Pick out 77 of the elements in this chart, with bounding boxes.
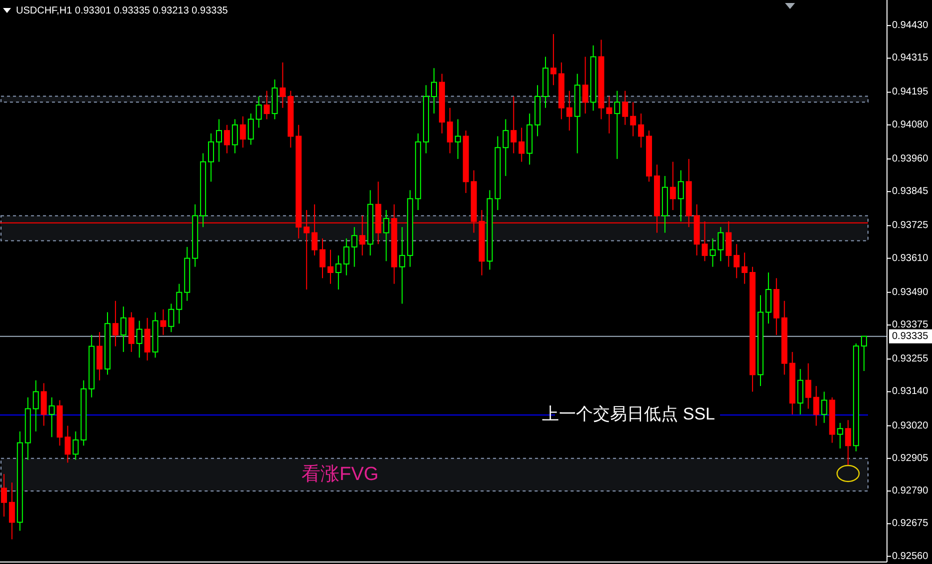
candlestick <box>837 422 844 449</box>
y-tick-label: 0.93020 <box>892 420 929 432</box>
y-tick-label: 0.93490 <box>892 286 929 298</box>
candlestick <box>710 238 716 268</box>
candlestick <box>510 96 517 154</box>
candlestick <box>64 425 71 464</box>
y-tick-label: 0.93845 <box>892 186 929 198</box>
candlestick <box>48 396 55 438</box>
candlestick <box>718 226 724 262</box>
candlestick <box>431 68 437 114</box>
candlestick <box>622 90 628 126</box>
candlestick <box>383 210 390 262</box>
candlestick <box>446 107 453 154</box>
y-tick-label: 0.93610 <box>892 252 929 264</box>
candlestick <box>606 96 612 134</box>
candlestick <box>845 420 852 466</box>
y-tick-label: 0.93140 <box>892 386 929 398</box>
candlestick <box>742 252 748 284</box>
candlestick <box>216 118 222 162</box>
band-label: 看涨FVG <box>301 464 379 486</box>
candlestick <box>502 118 509 176</box>
candlestick <box>160 308 166 336</box>
candlestick <box>224 124 230 154</box>
y-tick-label: 0.92675 <box>892 518 929 530</box>
text: USDCHF,H1 0.93301 0.93335 0.93213 0.93335 <box>16 6 228 16</box>
candlestick <box>821 391 828 424</box>
candlestick <box>678 170 684 222</box>
candlestick <box>8 482 15 540</box>
candlestick <box>256 96 262 128</box>
candlestick <box>670 161 676 211</box>
candlestick <box>734 244 740 279</box>
candlestick <box>797 368 804 415</box>
candlestick <box>630 102 636 137</box>
ref-line-label: 0.93335 <box>892 330 929 342</box>
candlestick <box>40 382 47 426</box>
candlestick <box>280 62 286 108</box>
candlestick <box>248 113 254 146</box>
y-tick-label: 0.93960 <box>892 153 929 164</box>
candlestick <box>112 300 118 347</box>
candlestick <box>320 238 326 279</box>
candlestick <box>327 249 334 284</box>
candlestick <box>351 226 358 268</box>
candlestick <box>208 132 214 182</box>
y-tick-label: 0.93725 <box>892 220 929 232</box>
y-tick-label: 0.93255 <box>892 354 929 365</box>
candlestick <box>343 238 350 276</box>
candlestick <box>765 272 772 324</box>
candlestick <box>264 90 270 120</box>
y-tick-label: 0.92905 <box>892 452 929 464</box>
y-tick-label: 0.94315 <box>892 52 929 64</box>
candlestick <box>96 332 103 381</box>
candlestick <box>0 474 7 518</box>
candlestick <box>144 317 150 361</box>
candlestick <box>582 56 588 114</box>
candlestick <box>454 118 461 160</box>
candlestick <box>72 430 79 460</box>
candlestick <box>176 283 182 324</box>
candlestick <box>335 254 342 290</box>
y-tick-label: 0.93375 <box>892 319 929 330</box>
candlestick <box>861 336 868 372</box>
candlestick <box>32 380 39 432</box>
y-tick-label: 0.92560 <box>892 550 929 562</box>
candlestick <box>168 303 174 333</box>
candlestick <box>638 113 644 148</box>
candlestick <box>399 226 406 304</box>
candlestick <box>614 90 620 160</box>
y-tick-label: 0.94080 <box>892 119 929 130</box>
candlestick <box>550 34 556 86</box>
candlestick <box>232 118 238 154</box>
candlestick <box>518 127 525 162</box>
y-tick-label: 0.92790 <box>892 486 929 497</box>
y-tick-label: 0.94430 <box>892 20 929 32</box>
candlestick <box>566 90 572 132</box>
candlestick <box>240 116 246 148</box>
y-tick-label: 0.94195 <box>892 86 929 98</box>
candlestick <box>120 306 126 352</box>
candlestick <box>136 320 142 358</box>
